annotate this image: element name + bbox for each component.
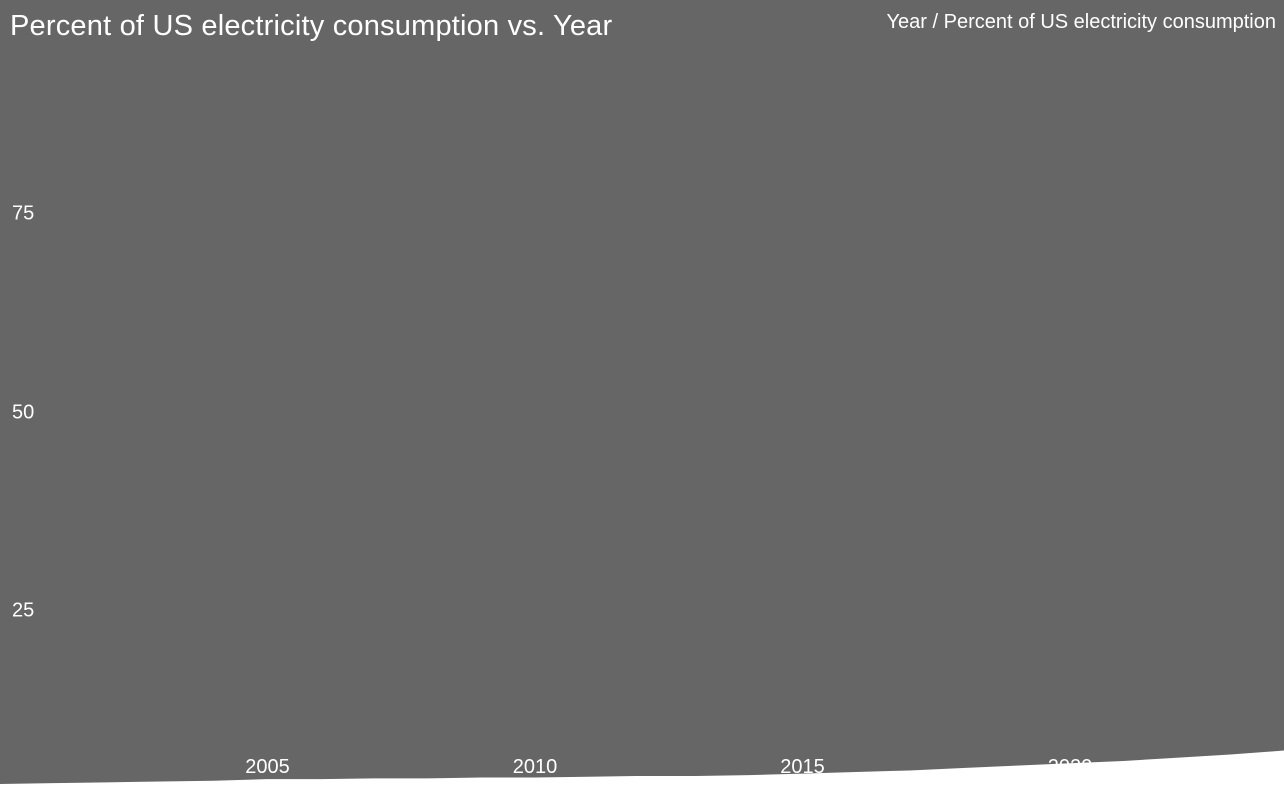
chart-title: Percent of US electricity consumption vs…	[10, 10, 613, 42]
y-tick-label: 50	[12, 401, 35, 423]
area-fill	[0, 752, 1284, 793]
x-tick-label: 2015	[780, 756, 825, 778]
y-tick-label: 75	[12, 202, 35, 225]
axis-legend: Year / Percent of US electricity consump…	[886, 11, 1276, 33]
x-tick-label: 2010	[512, 756, 558, 778]
x-tick-label: 2005	[245, 756, 290, 778]
area-line	[0, 750, 1284, 788]
y-tick-label: 25	[12, 599, 35, 622]
